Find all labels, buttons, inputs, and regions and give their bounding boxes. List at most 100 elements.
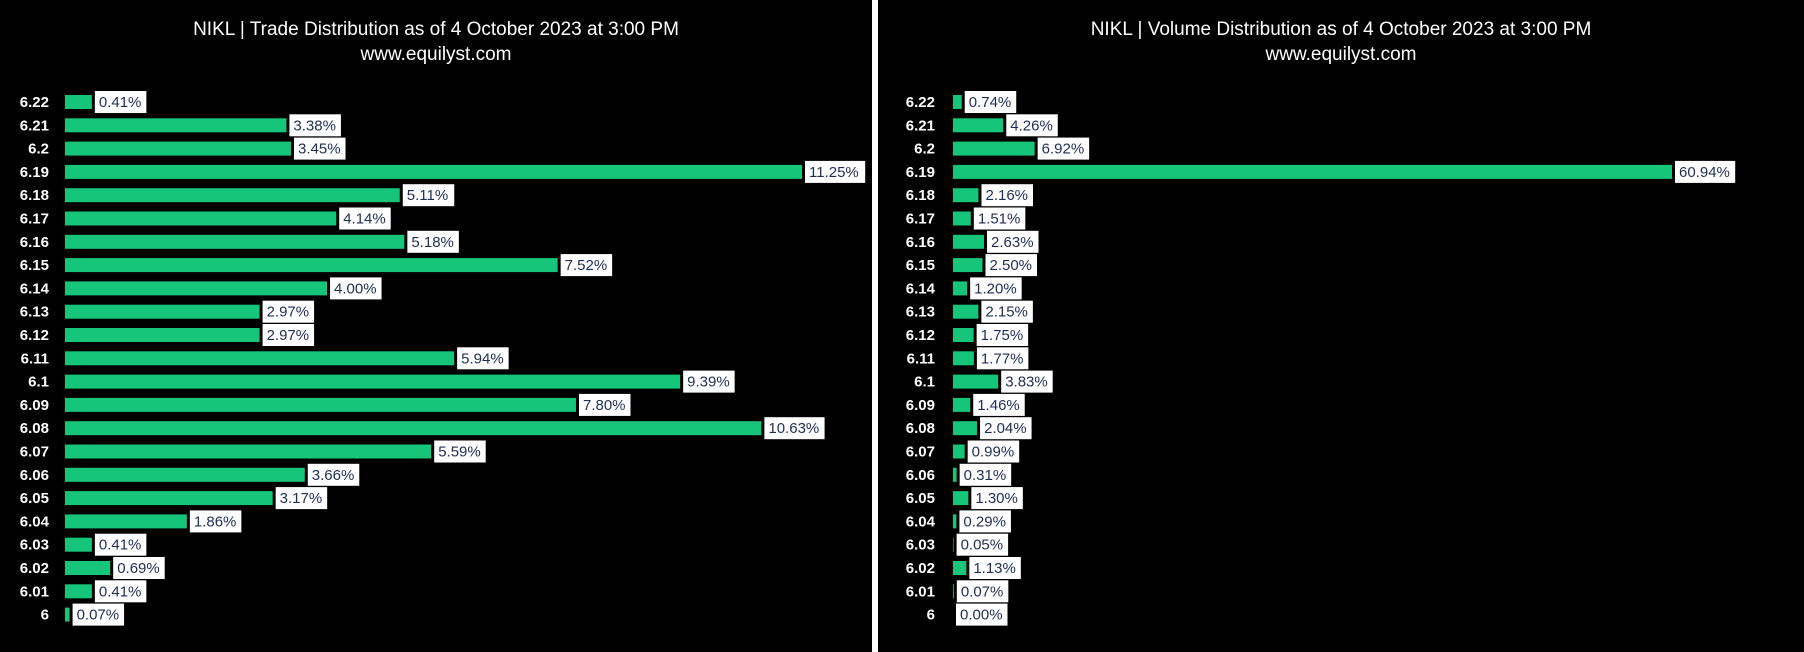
bar — [65, 141, 292, 156]
data-label-box — [560, 254, 613, 277]
bar — [65, 304, 260, 319]
category-label: 6.17 — [20, 211, 49, 228]
data-label: 1.75% — [981, 327, 1024, 344]
category-label: 6.18 — [20, 187, 49, 204]
data-label: 3.17% — [280, 490, 323, 507]
bar — [953, 514, 957, 529]
bar — [953, 467, 957, 482]
bar — [65, 351, 455, 366]
data-label: 11.25% — [809, 164, 859, 181]
data-label: 4.14% — [343, 211, 386, 228]
category-label: 6.14 — [20, 280, 50, 297]
data-label-box — [330, 277, 382, 300]
category-label: 6.04 — [906, 513, 936, 530]
bar — [953, 584, 954, 599]
category-label: 6.12 — [20, 327, 49, 344]
category-label: 6.04 — [20, 513, 50, 530]
category-label: 6.07 — [906, 444, 935, 461]
data-label-box — [956, 580, 1009, 603]
data-label: 0.69% — [117, 560, 160, 577]
category-label: 6.01 — [20, 583, 49, 600]
bar — [65, 211, 337, 226]
data-label: 4.26% — [1010, 117, 1053, 134]
bar — [953, 281, 968, 296]
data-label: 10.63% — [768, 420, 819, 437]
category-label: 6.06 — [20, 467, 49, 484]
bar — [65, 258, 558, 273]
bar — [953, 304, 979, 319]
category-label: 6.01 — [906, 583, 935, 600]
data-label: 0.29% — [963, 513, 1006, 530]
bar — [953, 421, 978, 436]
data-label-box — [94, 580, 147, 603]
bar — [65, 374, 681, 389]
data-label-box — [407, 230, 459, 253]
data-label-box — [683, 370, 735, 393]
data-label-box — [956, 533, 1009, 556]
bar — [65, 95, 92, 109]
data-label-box — [402, 184, 455, 207]
category-label: 6.13 — [906, 304, 935, 321]
data-label: 0.41% — [99, 583, 142, 600]
bar — [65, 234, 405, 249]
data-label: 9.39% — [687, 374, 730, 391]
data-label-box — [289, 114, 341, 137]
data-label-box — [985, 254, 1037, 277]
bar — [65, 444, 432, 459]
data-label: 1.86% — [194, 513, 237, 530]
bar — [953, 141, 1035, 156]
data-label: 7.80% — [583, 397, 626, 414]
volume-distribution-chart: 6.22 0.74% 6.21 4.26% 6.2 6.92% 6.19 60.94% 6.18… — [906, 91, 1736, 626]
bar — [953, 164, 1672, 179]
data-label-box — [764, 417, 825, 440]
category-label: 6.13 — [20, 304, 49, 321]
data-label: 2.50% — [989, 257, 1032, 274]
data-label-box — [976, 324, 1029, 346]
category-label: 6.15 — [20, 257, 49, 274]
category-label: 6.16 — [20, 234, 49, 251]
data-label: 6.92% — [1042, 141, 1085, 158]
trade-distribution-panel: NIKL | Trade Distribution as of 4 Octobe… — [0, 0, 872, 652]
chart-title: NIKL | Trade Distribution as of 4 Octobe… — [193, 19, 679, 40]
category-label: 6.12 — [906, 327, 935, 344]
data-label: 1.20% — [974, 280, 1017, 297]
bar — [953, 561, 967, 575]
bar — [953, 537, 954, 552]
data-label-box — [262, 300, 315, 323]
category-label: 6.22 — [20, 94, 49, 111]
data-label-box — [307, 463, 360, 486]
data-label-box — [970, 277, 1022, 300]
bar — [65, 607, 70, 622]
data-label-box — [980, 417, 1032, 440]
data-label-box — [973, 393, 1025, 416]
data-label: 0.07% — [961, 583, 1004, 600]
category-label: 6.08 — [906, 420, 935, 437]
data-label: 2.63% — [991, 234, 1034, 251]
data-label: 0.41% — [99, 94, 142, 111]
data-label: 1.13% — [973, 560, 1016, 577]
bar — [953, 328, 974, 342]
data-label-box — [457, 347, 509, 370]
data-label-box — [275, 487, 328, 510]
bar — [65, 584, 92, 599]
category-label: 6.22 — [906, 94, 935, 111]
data-label-box — [976, 347, 1029, 370]
data-label: 5.18% — [411, 234, 454, 251]
category-label: 6.08 — [20, 420, 49, 437]
bar — [65, 561, 111, 575]
bar — [953, 351, 974, 366]
category-label: 6.14 — [906, 280, 936, 297]
chart-subtitle: www.equilyst.com — [360, 44, 512, 65]
category-label: 6.15 — [906, 257, 935, 274]
bar — [953, 491, 969, 506]
bar — [65, 328, 260, 342]
data-label-box — [971, 487, 1023, 510]
bar — [953, 258, 983, 273]
data-label-box — [72, 603, 125, 626]
category-label: 6.21 — [20, 117, 49, 134]
category-label: 6.06 — [906, 467, 935, 484]
bar — [65, 421, 762, 436]
data-label-box — [964, 91, 1017, 113]
category-label: 6.03 — [906, 537, 935, 554]
data-label: 3.38% — [293, 117, 336, 134]
